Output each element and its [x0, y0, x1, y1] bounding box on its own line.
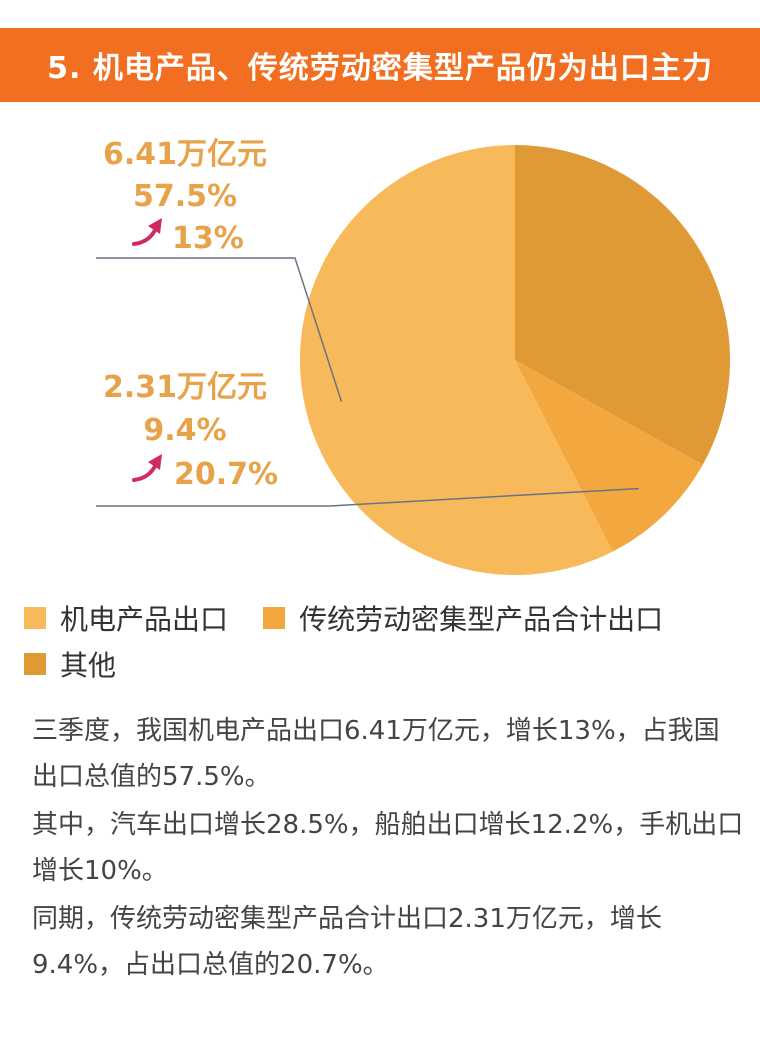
legend-item-electromech: 机电产品出口 [24, 600, 228, 636]
legend-item-other: 其他 [24, 646, 116, 682]
paragraph-electromech: 三季度，我国机电产品出口6.41万亿元，增长13%，占我国出口总值的57.5%。 [32, 716, 720, 792]
legend-label-other: 其他 [60, 649, 117, 682]
leader-line-electromech [96, 257, 343, 402]
anno-electromech-amount: 6.41万亿元 [103, 137, 267, 172]
anno-electromech-growth: 13% [172, 221, 244, 256]
title-banner: 5. 机电产品、传统劳动密集型产品仍为出口主力 [0, 28, 760, 102]
description-text: 三季度，我国机电产品出口6.41万亿元，增长13%，占我国出口总值的57.5%。… [32, 708, 744, 990]
leader-line-labor-intensive [96, 487, 639, 507]
legend-item-labor-intensive: 传统劳动密集型产品合计出口 [263, 600, 663, 636]
pie-chart: 6.41万亿元 57.5% 13% 2.31万亿元 9.4% 20.7% [96, 137, 730, 575]
anno-labor-growth: 20.7% [174, 457, 278, 492]
anno-labor-share: 9.4% [143, 413, 226, 448]
arrow-up-icon [132, 454, 162, 482]
paragraph-labor-intensive: 同期，传统劳动密集型产品合计出口2.31万亿元，增长9.4%，占出口总值的20.… [32, 904, 662, 980]
pie-slice-labor-intensive [515, 360, 703, 552]
arrow-up-icon [132, 218, 162, 246]
anno-labor-amount: 2.31万亿元 [103, 370, 267, 405]
pie-slice-electromech [300, 145, 613, 575]
legend-label-electromech: 机电产品出口 [60, 603, 229, 636]
legend-swatch-labor-intensive [263, 607, 286, 629]
legend-swatch-other [24, 653, 46, 675]
paragraph-breakdown: 其中，汽车出口增长28.5%，船舶出口增长12.2%，手机出口增长10%。 [32, 810, 744, 886]
legend-swatch-electromech [24, 607, 46, 629]
page-title: 5. 机电产品、传统劳动密集型产品仍为出口主力 [47, 51, 713, 86]
anno-electromech-share: 57.5% [133, 179, 237, 214]
chart-legend: 机电产品出口 传统劳动密集型产品合计出口 其他 [24, 600, 754, 692]
legend-label-labor-intensive: 传统劳动密集型产品合计出口 [299, 603, 664, 636]
pie-slice-other [515, 145, 730, 465]
